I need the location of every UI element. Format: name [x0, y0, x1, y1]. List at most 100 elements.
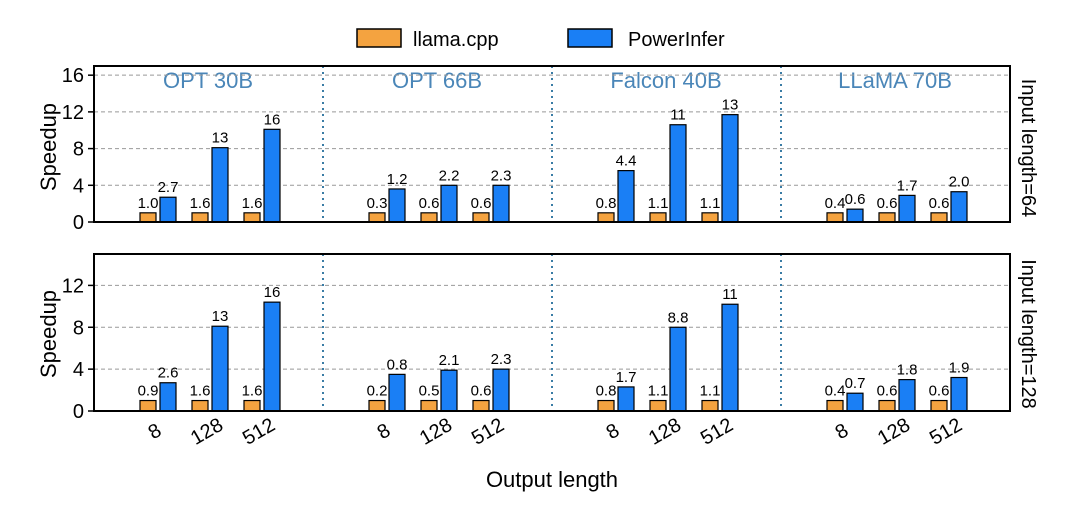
bar-llama-cpp: [701, 399, 719, 412]
bar-powerinfer: [492, 368, 510, 412]
bar-llama-cpp: [649, 399, 667, 412]
data-label: 0.7: [845, 375, 866, 392]
group-title-3: LLaMA 70B: [838, 68, 952, 93]
bar-llama-cpp: [472, 212, 490, 223]
data-label: 1.1: [700, 383, 721, 400]
bar-llama-cpp: [649, 212, 667, 223]
data-label: 0.4: [825, 383, 846, 400]
bar-llama-cpp: [878, 399, 896, 412]
data-label: 1.1: [648, 195, 669, 212]
data-label: 0.6: [929, 383, 950, 400]
data-label: 2.3: [491, 351, 512, 368]
y-tick-label: 4: [73, 175, 84, 197]
bar-llama-cpp: [368, 212, 386, 223]
bar-llama-cpp: [597, 399, 615, 412]
bar-llama-cpp: [930, 212, 948, 223]
y-tick-label: 0: [73, 212, 84, 234]
bar-powerinfer: [263, 128, 281, 223]
bar-llama-cpp: [826, 212, 844, 223]
y-tick-label: 16: [62, 65, 84, 87]
bar-powerinfer: [721, 303, 739, 412]
bar-llama-cpp: [930, 399, 948, 412]
bar-powerinfer: [617, 170, 635, 223]
group-title-0: OPT 30B: [163, 68, 253, 93]
data-label: 1.1: [648, 383, 669, 400]
data-label: 0.6: [471, 195, 492, 212]
x-tick-label: 8: [603, 419, 624, 444]
x-tick-label: 512: [926, 414, 966, 450]
data-label: 0.9: [138, 383, 159, 400]
legend-swatch-powerinfer: [567, 28, 613, 48]
bar-powerinfer: [846, 208, 864, 223]
x-tick-label: 8: [145, 419, 166, 444]
data-label: 16: [264, 284, 281, 301]
data-label: 1.6: [242, 383, 263, 400]
bar-llama-cpp: [243, 212, 261, 223]
bar-llama-cpp: [472, 399, 490, 412]
data-label: 0.5: [419, 383, 440, 400]
bar-llama-cpp: [878, 212, 896, 223]
bar-powerinfer: [263, 301, 281, 412]
data-label: 1.0: [138, 195, 159, 212]
y-tick-label: 12: [62, 102, 84, 124]
row-label-bottom: Input length=128: [1017, 259, 1039, 409]
data-label: 1.7: [897, 177, 918, 194]
panel-frame: [93, 65, 1011, 223]
panel-frame: [93, 253, 1011, 412]
legend-swatch-llama-cpp: [356, 28, 402, 48]
bar-powerinfer: [721, 114, 739, 223]
bar-powerinfer: [898, 194, 916, 223]
data-label: 16: [264, 111, 281, 128]
data-label: 2.6: [158, 365, 179, 382]
data-label: 11: [722, 286, 738, 303]
data-label: 0.6: [471, 383, 492, 400]
y-tick-label: 12: [62, 275, 84, 297]
y-axis-label-bottom: Speedup: [36, 290, 61, 378]
bar-powerinfer: [846, 392, 864, 412]
data-label: 0.6: [929, 195, 950, 212]
bar-powerinfer: [950, 191, 968, 223]
data-label: 1.1: [700, 195, 721, 212]
data-label: 0.6: [877, 383, 898, 400]
x-tick-label: 128: [874, 414, 914, 450]
legend: llama.cpp PowerInfer: [356, 28, 725, 51]
y-axis-label-top: Speedup: [36, 103, 61, 191]
bar-powerinfer: [492, 184, 510, 223]
data-label: 13: [212, 308, 229, 325]
bar-powerinfer: [211, 325, 229, 412]
y-tick-label: 0: [73, 401, 84, 423]
bar-llama-cpp: [191, 212, 209, 223]
data-label: 8.8: [668, 309, 689, 326]
bar-llama-cpp: [243, 399, 261, 412]
x-tick-label: 512: [239, 414, 279, 450]
bar-llama-cpp: [368, 399, 386, 412]
data-label: 2.1: [439, 352, 460, 369]
x-tick-labels: 8 128 512 8 128 512 8 128 512 8 128 512: [145, 414, 966, 450]
bar-powerinfer: [388, 373, 406, 412]
x-tick-label: 128: [187, 414, 227, 450]
x-tick-label: 128: [416, 414, 456, 450]
data-label: 1.8: [897, 362, 918, 379]
y-tick-label: 8: [73, 317, 84, 339]
data-label: 13: [722, 97, 739, 114]
bar-llama-cpp: [420, 212, 438, 223]
y-tick-label: 8: [73, 139, 84, 161]
data-label: 0.8: [596, 195, 617, 212]
bar-llama-cpp: [139, 212, 157, 223]
bar-powerinfer: [159, 196, 177, 223]
data-label: 1.7: [616, 369, 637, 386]
group-title-2: Falcon 40B: [610, 68, 721, 93]
row-label-top: Input length=64: [1017, 79, 1039, 217]
data-label: 2.7: [158, 179, 179, 196]
legend-label-llama-cpp: llama.cpp: [413, 29, 499, 51]
group-title-1: OPT 66B: [392, 68, 482, 93]
x-tick-label: 128: [645, 414, 685, 450]
data-label: 2.2: [439, 167, 460, 184]
data-label: 11: [670, 107, 686, 124]
data-label: 13: [212, 130, 229, 147]
data-label: 1.6: [242, 195, 263, 212]
data-label: 0.4: [825, 195, 846, 212]
bar-llama-cpp: [420, 399, 438, 412]
x-tick-label: 512: [697, 414, 737, 450]
